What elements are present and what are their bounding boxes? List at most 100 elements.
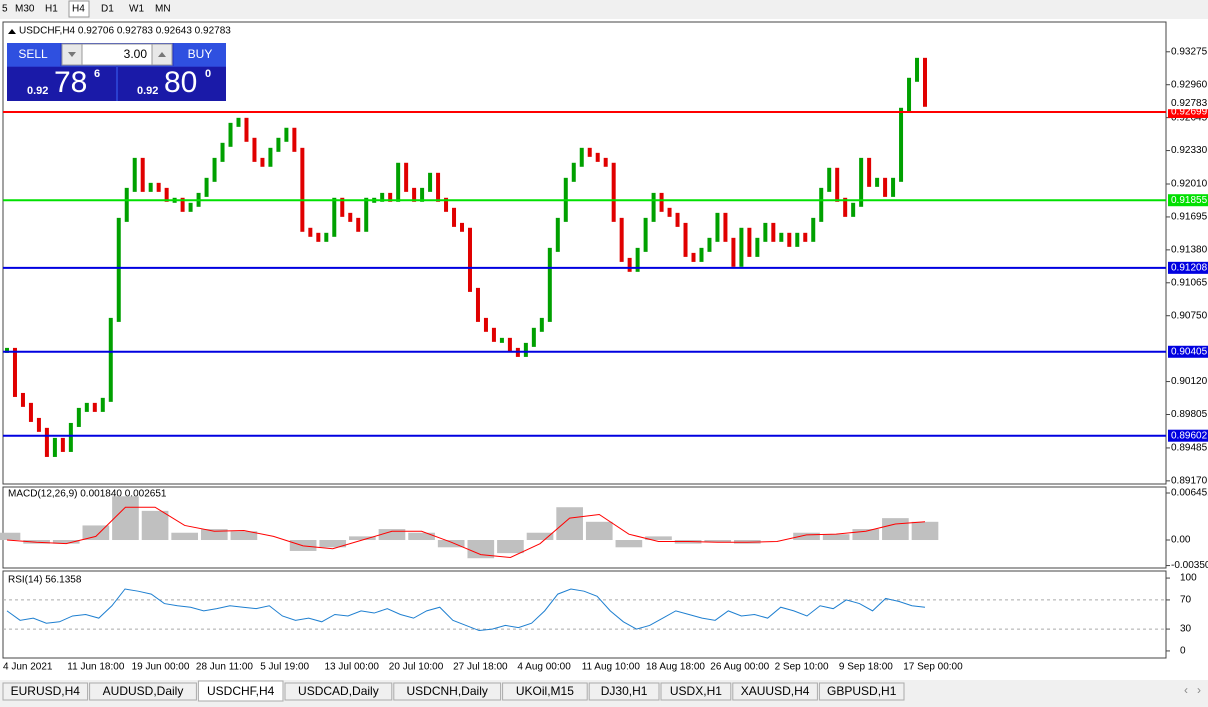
candle — [52, 437, 57, 457]
candle — [483, 317, 488, 332]
buy-button[interactable] — [174, 43, 226, 66]
y-tick-label: 0.89485 — [1171, 443, 1208, 454]
tab[interactable] — [89, 682, 197, 701]
collapse-icon[interactable] — [8, 29, 16, 34]
tab[interactable] — [2, 682, 89, 701]
y-tick-label: 0.92010 — [1171, 179, 1208, 190]
candle — [531, 327, 536, 347]
sell-small: 6 — [94, 68, 100, 80]
candle — [619, 217, 624, 262]
candle — [140, 157, 145, 192]
scroll-right[interactable]: › — [1197, 683, 1201, 697]
tab-label[interactable]: USDX,H1 — [670, 684, 722, 698]
candle — [763, 222, 768, 242]
tab-label[interactable]: USDCHF,H4 — [207, 684, 275, 698]
candle — [284, 127, 289, 142]
tab-label[interactable]: GBPUSD,H1 — [827, 684, 897, 698]
timeframe-button[interactable]: H4 — [72, 4, 85, 15]
tab-label[interactable]: USDCNH,Daily — [407, 684, 488, 698]
candle — [843, 197, 848, 217]
candle — [787, 232, 792, 247]
candle — [92, 402, 97, 412]
candle — [811, 217, 816, 242]
y-tick-label: 0.89170 — [1171, 476, 1208, 487]
candle — [388, 192, 393, 202]
timeframe-button[interactable]: H1 — [45, 4, 58, 15]
candle — [587, 147, 592, 157]
candle — [124, 187, 129, 222]
scroll-left[interactable]: ‹ — [1184, 683, 1188, 697]
candle — [851, 202, 856, 217]
y-tick-label: 0.006451 — [1171, 488, 1208, 499]
macd-bar — [467, 540, 495, 559]
candle — [348, 212, 353, 222]
candle — [276, 137, 281, 152]
candle — [316, 232, 321, 242]
candle — [867, 157, 872, 187]
candle — [364, 197, 369, 232]
buy-prefix: 0.92 — [137, 85, 158, 97]
tab[interactable] — [660, 682, 732, 701]
candle — [675, 212, 680, 227]
tab-label[interactable]: UKOil,M15 — [516, 684, 574, 698]
candle — [707, 237, 712, 252]
candle — [260, 157, 265, 167]
candle — [803, 232, 808, 242]
tab[interactable] — [197, 680, 284, 702]
sell-big: 78 — [54, 66, 87, 99]
candle — [60, 437, 65, 452]
tab[interactable] — [502, 682, 588, 701]
tab-label[interactable]: XAUUSD,H4 — [741, 684, 810, 698]
tab-label[interactable]: AUDUSD,Daily — [103, 684, 184, 698]
candle — [148, 182, 153, 192]
level-label-bg — [1168, 429, 1208, 442]
macd-bar — [52, 540, 80, 544]
macd-title: MACD(12,26,9) 0.001840 0.002651 — [8, 489, 167, 500]
level-label: 0.91855 — [1171, 195, 1208, 206]
tab[interactable] — [588, 682, 660, 701]
y-tick-label: 100 — [1180, 573, 1197, 584]
level-label: 0.91208 — [1171, 262, 1208, 273]
level-label-bg — [1168, 345, 1208, 358]
y-tick-label: -0.003507 — [1171, 560, 1208, 571]
sell-price-box[interactable] — [7, 67, 116, 101]
timeframe-button[interactable]: M30 — [15, 4, 35, 15]
tab[interactable] — [732, 682, 818, 701]
tab[interactable] — [284, 682, 393, 701]
tab-label[interactable]: USDCAD,Daily — [298, 684, 379, 698]
timeframe-button[interactable]: MN — [155, 4, 171, 15]
timeframe-button[interactable]: 5 — [2, 4, 8, 15]
tab[interactable] — [393, 682, 502, 701]
candle — [324, 232, 329, 242]
time-label: 26 Aug 00:00 — [710, 662, 769, 673]
candle — [795, 232, 800, 247]
candle — [412, 187, 417, 202]
tab-label[interactable]: EURUSD,H4 — [11, 684, 81, 698]
y-tick-label: 0.91380 — [1171, 245, 1208, 256]
sell-button[interactable] — [7, 43, 60, 66]
level-label: 0.89602 — [1171, 430, 1208, 441]
y-tick-label: 0.91065 — [1171, 277, 1208, 288]
candle — [220, 142, 225, 162]
tab-label[interactable]: DJ30,H1 — [601, 684, 648, 698]
candle — [683, 222, 688, 257]
macd-panel — [2, 486, 1167, 569]
time-label: 28 Jun 11:00 — [196, 662, 254, 673]
sell-prefix: 0.92 — [27, 85, 48, 97]
y-tick-label: 0.00 — [1171, 535, 1191, 546]
candle — [779, 232, 784, 242]
candle — [467, 227, 472, 292]
macd-bar — [793, 532, 820, 541]
macd-bar — [171, 532, 199, 541]
timeframe-button[interactable]: D1 — [101, 4, 114, 15]
macd-bar — [349, 536, 376, 541]
tab[interactable] — [818, 682, 905, 701]
candle — [499, 337, 504, 343]
candle — [819, 187, 824, 222]
macd-bar — [378, 529, 406, 541]
timeframe-button[interactable]: W1 — [129, 4, 144, 15]
candle — [12, 347, 17, 397]
timeframe-selected — [68, 0, 90, 18]
buy-price-box[interactable] — [118, 67, 226, 101]
candle — [475, 287, 480, 322]
